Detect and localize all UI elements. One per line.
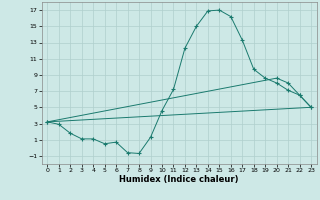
X-axis label: Humidex (Indice chaleur): Humidex (Indice chaleur) <box>119 175 239 184</box>
